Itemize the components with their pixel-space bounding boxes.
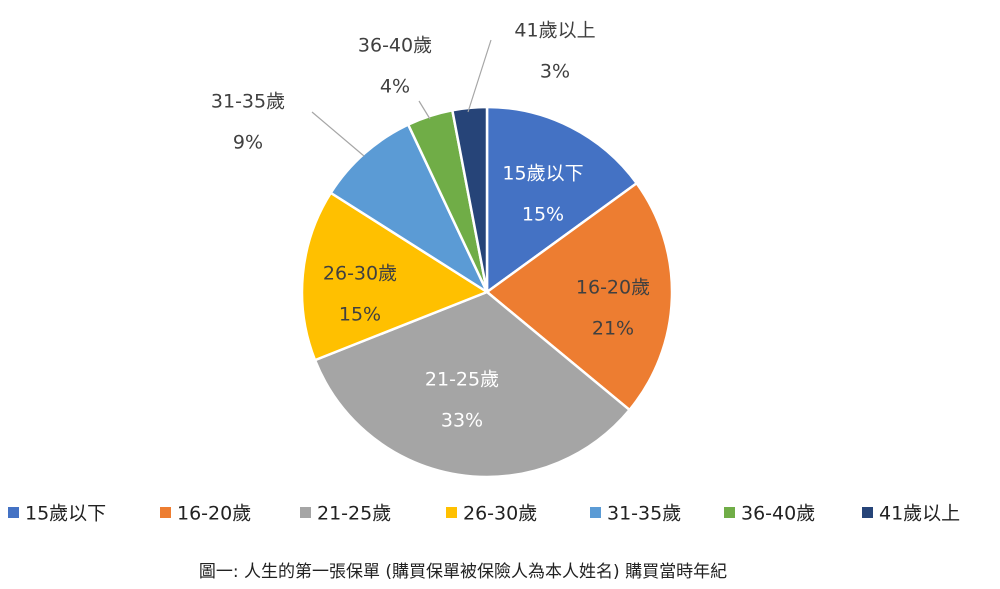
legend-label: 41歲以上	[879, 503, 960, 525]
slice-category-label: 31-35歲	[211, 91, 285, 113]
slice-category-label: 15歲以下	[502, 163, 583, 185]
slice-value-label: 15%	[522, 204, 564, 226]
legend-label: 36-40歲	[741, 503, 815, 525]
slice-value-label: 9%	[233, 132, 263, 154]
slice-category-label: 16-20歲	[576, 277, 650, 299]
leader-line	[467, 39, 492, 113]
legend-label: 31-35歲	[607, 503, 681, 525]
leader-line	[418, 100, 431, 120]
legend-swatch	[160, 507, 171, 518]
legend-label: 15歲以下	[25, 503, 106, 525]
pie-slice	[313, 290, 632, 479]
legend-label: 21-25歲	[317, 503, 391, 525]
pie-slice	[329, 122, 490, 296]
legend-swatch	[8, 507, 19, 518]
slice-category-label: 41歲以上	[514, 20, 595, 42]
pie-slice	[485, 105, 639, 295]
pie-slice	[484, 181, 674, 412]
slice-value-label: 4%	[380, 76, 410, 98]
slice-value-label: 15%	[339, 304, 381, 326]
legend-label: 16-20歲	[177, 503, 251, 525]
legend-swatch	[862, 507, 873, 518]
slice-category-label: 26-30歲	[323, 263, 397, 285]
slice-category-label: 36-40歲	[358, 35, 432, 57]
legend-swatch	[590, 507, 601, 518]
legend-swatch	[724, 507, 735, 518]
slice-value-label: 21%	[592, 318, 634, 340]
slice-category-label: 21-25歲	[425, 369, 499, 391]
legend-swatch	[300, 507, 311, 518]
chart-title: 圖一: 人生的第一張保單 (購買保單被保險人為本人姓名) 購買當時年紀	[199, 562, 727, 582]
legend-label: 26-30歲	[463, 503, 537, 525]
leader-line	[311, 111, 365, 157]
slice-value-label: 3%	[540, 61, 570, 83]
slice-value-label: 33%	[441, 410, 483, 432]
pie-slice	[300, 191, 490, 362]
legend-swatch	[446, 507, 457, 518]
